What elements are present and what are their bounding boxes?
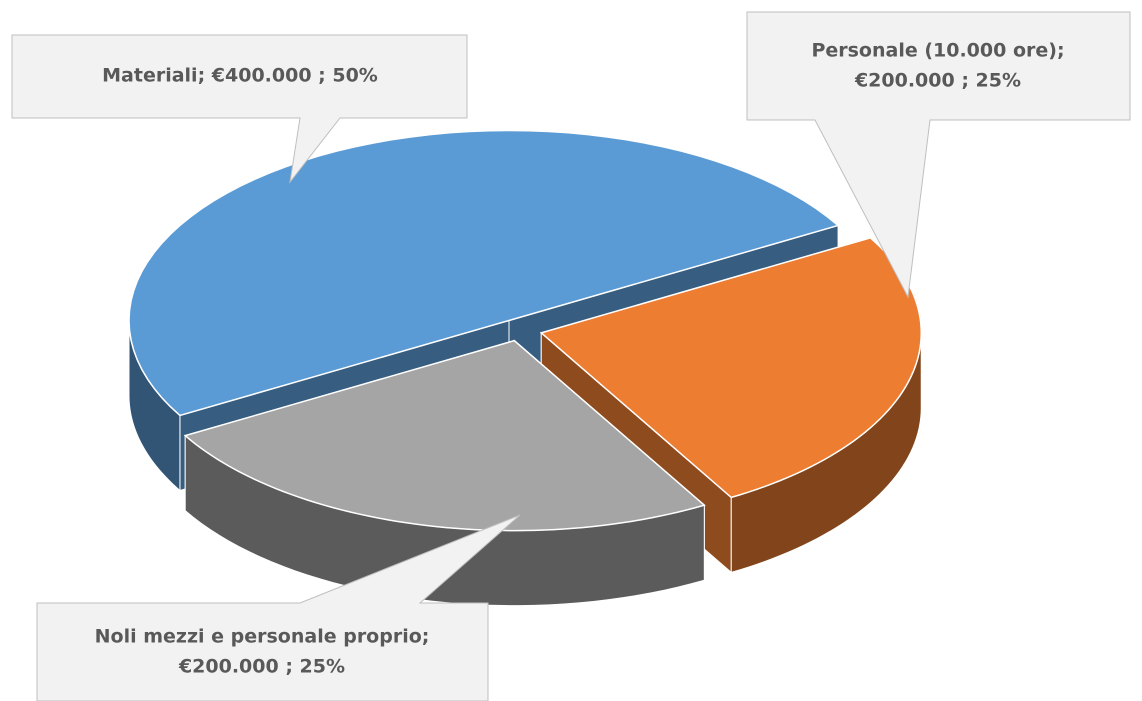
labels: Materiali; €400.000 ; 50% Personale (10.0… [95, 40, 1065, 678]
data-label: Personale (10.000 ore); [811, 40, 1064, 62]
data-label: €200.000 ; 25% [178, 656, 345, 678]
slice [183, 339, 706, 532]
slice [128, 129, 840, 417]
pie [128, 129, 923, 607]
data-label: Noli mezzi e personale proprio; [95, 626, 430, 648]
callout [746, 11, 1131, 299]
data-label: €200.000 ; 25% [854, 70, 1021, 92]
callout [36, 514, 521, 701]
callout [11, 34, 468, 184]
data-label: Materiali; €400.000 ; 50% [102, 65, 378, 87]
